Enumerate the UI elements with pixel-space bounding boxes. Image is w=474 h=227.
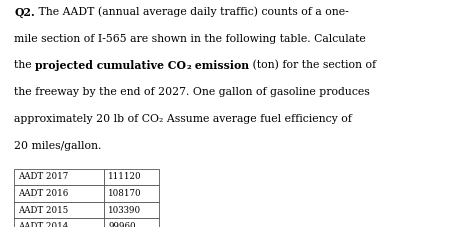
Bar xyxy=(104,185,159,202)
Text: AADT 2016: AADT 2016 xyxy=(18,189,68,198)
Text: 111120: 111120 xyxy=(108,173,142,181)
Text: AADT 2017: AADT 2017 xyxy=(18,173,68,181)
Text: ₂: ₂ xyxy=(186,60,191,71)
Bar xyxy=(14,169,104,185)
Text: mile section of I-565 are shown in the following table. Calculate: mile section of I-565 are shown in the f… xyxy=(14,34,366,44)
Bar xyxy=(14,185,104,202)
Text: (ton) for the section of: (ton) for the section of xyxy=(249,60,376,71)
Text: the freeway by the end of 2027. One gallon of gasoline produces: the freeway by the end of 2027. One gall… xyxy=(14,87,370,97)
Text: AADT 2014: AADT 2014 xyxy=(18,222,68,227)
Bar xyxy=(104,169,159,185)
Text: emission: emission xyxy=(191,60,249,71)
Text: The AADT (annual average daily traffic) counts of a one-: The AADT (annual average daily traffic) … xyxy=(35,7,349,17)
Text: AADT 2015: AADT 2015 xyxy=(18,206,68,215)
Bar xyxy=(14,202,104,218)
Text: 20 miles/gallon.: 20 miles/gallon. xyxy=(14,141,101,151)
Text: 103390: 103390 xyxy=(108,206,141,215)
Bar xyxy=(104,218,159,227)
Text: the: the xyxy=(14,60,36,70)
Text: approximately 20 lb of CO₂ Assume average fuel efficiency of: approximately 20 lb of CO₂ Assume averag… xyxy=(14,114,352,124)
Bar xyxy=(104,202,159,218)
Text: Q2.: Q2. xyxy=(14,7,35,18)
Text: projected cumulative CO: projected cumulative CO xyxy=(36,60,186,71)
Text: 108170: 108170 xyxy=(108,189,142,198)
Text: 99960: 99960 xyxy=(108,222,136,227)
Bar xyxy=(14,218,104,227)
